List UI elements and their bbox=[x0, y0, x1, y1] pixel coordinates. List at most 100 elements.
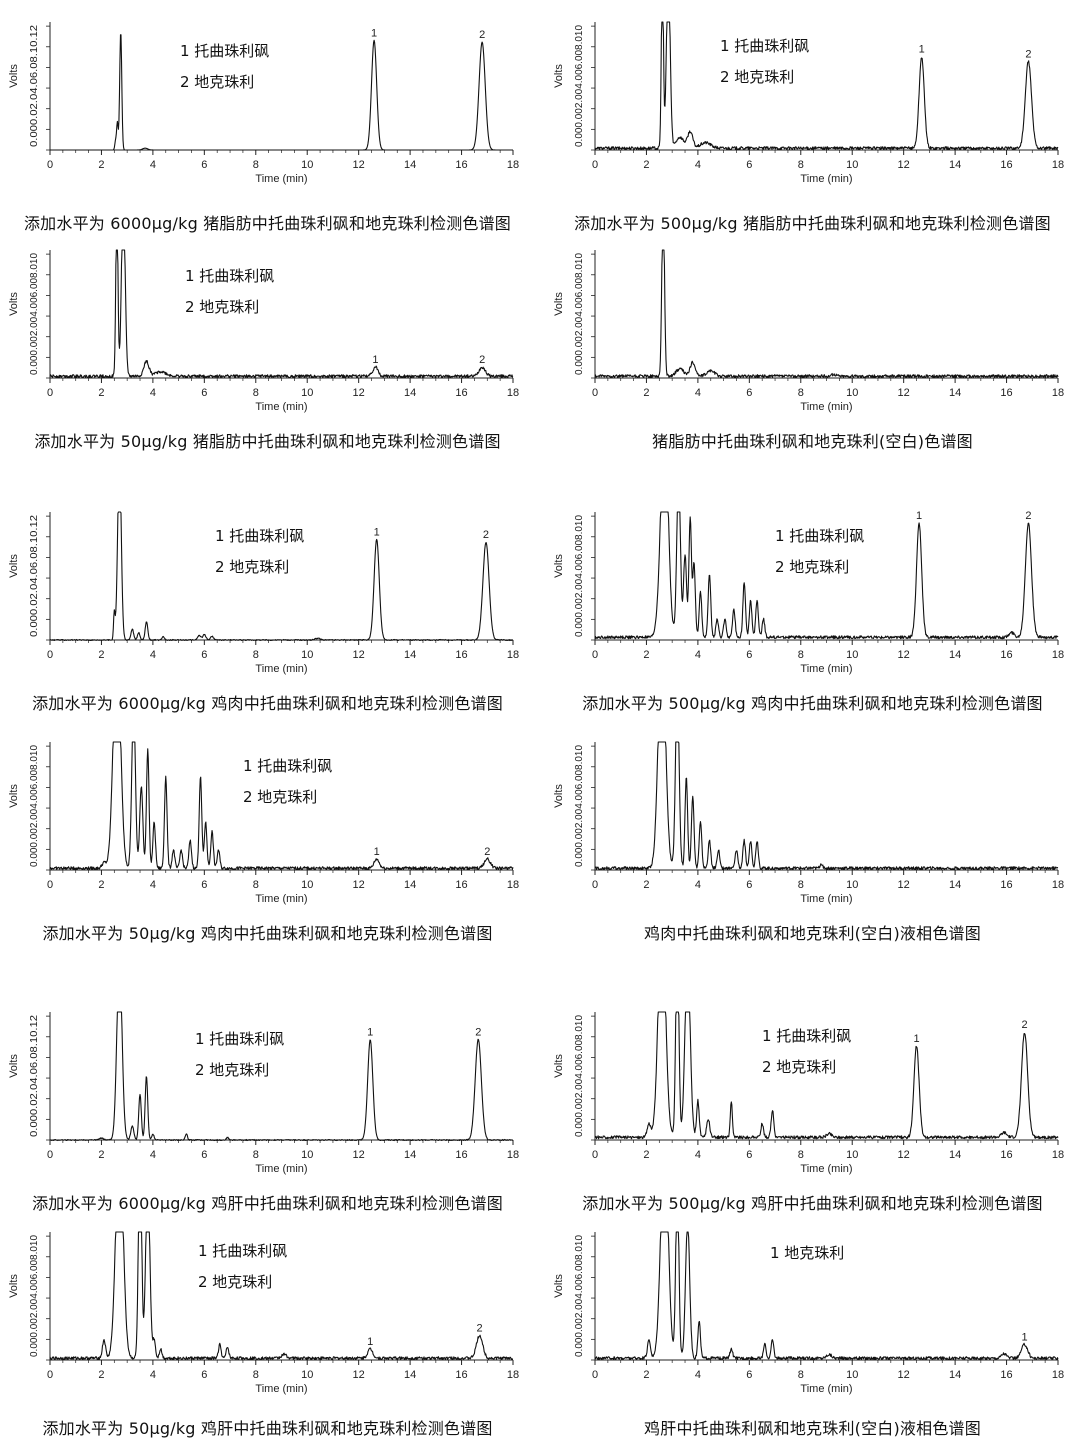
x-tick-label: 10 bbox=[301, 387, 313, 399]
x-tick-label: 12 bbox=[353, 879, 365, 891]
x-tick-label: 14 bbox=[404, 387, 416, 399]
chart-caption: 添加水平为 50μg/kg 猪脂肪中托曲珠利砜和地克珠利检测色谱图 bbox=[34, 432, 501, 451]
y-axis-label: Volts bbox=[8, 1054, 20, 1078]
x-tick-label: 6 bbox=[201, 1149, 207, 1161]
x-tick-label: 10 bbox=[301, 1149, 313, 1161]
y-axis-label: Volts bbox=[553, 1274, 565, 1298]
x-tick-label: 2 bbox=[643, 1149, 649, 1161]
x-axis-label: Time (min) bbox=[255, 893, 307, 905]
x-tick-label: 2 bbox=[98, 879, 104, 891]
chromatogram-panel: 0 2 4 6 8 10 12 14 16 18 Time (min) 0.000.002.004.0… bbox=[545, 1000, 1080, 1228]
legend-entry: 2 地克珠利 bbox=[775, 558, 850, 576]
legend-entry: 1 托曲珠利砜 bbox=[180, 42, 270, 60]
x-tick-label: 14 bbox=[404, 649, 416, 661]
x-tick-label: 8 bbox=[253, 879, 259, 891]
x-tick-label: 14 bbox=[404, 1369, 416, 1381]
x-tick-label: 8 bbox=[798, 1149, 804, 1161]
x-tick-label: 14 bbox=[949, 159, 961, 171]
x-tick-label: 14 bbox=[404, 159, 416, 171]
x-axis-label: Time (min) bbox=[255, 1163, 307, 1175]
chromatogram-trace bbox=[49, 511, 514, 642]
x-tick-label: 16 bbox=[455, 879, 467, 891]
y-tick-labels: 0.000.002.004.006.008.010 bbox=[29, 745, 40, 867]
x-tick-label: 0 bbox=[592, 1149, 598, 1161]
x-tick-label: 14 bbox=[949, 1149, 961, 1161]
x-tick-label: 6 bbox=[746, 1149, 752, 1161]
chromatogram-trace bbox=[49, 34, 514, 151]
chromatogram-trace bbox=[594, 249, 1059, 379]
x-tick-label: 18 bbox=[507, 649, 519, 661]
chart-caption: 鸡肉中托曲珠利砜和地克珠利(空白)液相色谱图 bbox=[644, 924, 981, 943]
x-axis-label: Time (min) bbox=[255, 663, 307, 675]
x-tick-label: 6 bbox=[746, 649, 752, 661]
chromatogram-panel: 0 2 4 6 8 10 12 14 16 18 Time (min) 0.000.002.004.0… bbox=[0, 730, 535, 958]
chromatogram-panel: 0 2 4 6 8 10 12 14 16 18 Time (min) 0.000.02.04.06.… bbox=[0, 500, 535, 728]
x-tick-label: 0 bbox=[592, 1369, 598, 1381]
y-tick-labels: 0.000.002.004.006.008.010 bbox=[574, 745, 585, 867]
legend-entry: 2 地克珠利 bbox=[243, 788, 318, 806]
chromatogram-trace bbox=[49, 1231, 514, 1361]
chart-caption: 鸡肝中托曲珠利砜和地克珠利(空白)液相色谱图 bbox=[644, 1419, 981, 1438]
x-tick-label: 4 bbox=[695, 387, 701, 399]
x-tick-label: 6 bbox=[201, 879, 207, 891]
chromatogram-panel: 0 2 4 6 8 10 12 14 16 18 Time (min) 0.000.02.04.06.… bbox=[0, 10, 535, 238]
legend-entry: 2 地克珠利 bbox=[180, 73, 255, 91]
x-tick-label: 4 bbox=[150, 387, 156, 399]
x-tick-label: 4 bbox=[150, 649, 156, 661]
x-tick-label: 4 bbox=[150, 1369, 156, 1381]
x-tick-label: 16 bbox=[455, 1369, 467, 1381]
x-tick-label: 0 bbox=[592, 649, 598, 661]
x-tick-label: 2 bbox=[643, 159, 649, 171]
x-tick-label: 8 bbox=[253, 387, 259, 399]
x-tick-label: 4 bbox=[695, 649, 701, 661]
x-tick-label: 8 bbox=[253, 1149, 259, 1161]
x-tick-label: 14 bbox=[949, 879, 961, 891]
x-tick-label: 10 bbox=[846, 649, 858, 661]
x-axis-label: Time (min) bbox=[800, 401, 852, 413]
chromatogram-panel: 0 2 4 6 8 10 12 14 16 18 Time (min) 0.000.002.004.0… bbox=[0, 238, 535, 466]
peak-label: 1 bbox=[367, 1336, 373, 1348]
y-axis-label: Volts bbox=[8, 554, 20, 578]
chart-caption: 添加水平为 6000μg/kg 鸡肉中托曲珠利砜和地克珠利检测色谱图 bbox=[32, 694, 503, 713]
chromatogram-trace bbox=[49, 1011, 514, 1142]
x-tick-label: 10 bbox=[846, 159, 858, 171]
legend-entry: 1 地克珠利 bbox=[770, 1244, 845, 1262]
y-tick-labels: 0.000.002.004.006.008.010 bbox=[574, 515, 585, 637]
peak-label: 1 bbox=[919, 44, 925, 56]
legend-entry: 1 托曲珠利砜 bbox=[775, 527, 865, 545]
x-tick-label: 4 bbox=[695, 159, 701, 171]
x-tick-label: 2 bbox=[98, 1369, 104, 1381]
x-tick-label: 18 bbox=[1052, 1369, 1064, 1381]
x-tick-label: 18 bbox=[507, 387, 519, 399]
x-tick-label: 14 bbox=[404, 879, 416, 891]
chromatogram-panel: 0 2 4 6 8 10 12 14 16 18 Time (min) 0.000.002.004.0… bbox=[545, 1220, 1080, 1448]
legend-entry: 2 地克珠利 bbox=[185, 298, 260, 316]
x-tick-label: 4 bbox=[150, 1149, 156, 1161]
x-tick-label: 6 bbox=[201, 649, 207, 661]
x-tick-label: 2 bbox=[643, 649, 649, 661]
x-tick-label: 18 bbox=[1052, 159, 1064, 171]
chromatogram-panel: 0 2 4 6 8 10 12 14 16 18 Time (min) 0.000.002.004.0… bbox=[545, 238, 1080, 466]
chart-caption: 添加水平为 50μg/kg 鸡肝中托曲珠利砜和地克珠利检测色谱图 bbox=[42, 1419, 493, 1438]
chromatogram-panel: 0 2 4 6 8 10 12 14 16 18 Time (min) 0.000.02.04.06.… bbox=[0, 1000, 535, 1228]
x-tick-label: 10 bbox=[846, 879, 858, 891]
peak-label: 1 bbox=[374, 846, 380, 858]
x-tick-label: 8 bbox=[798, 387, 804, 399]
x-tick-label: 14 bbox=[404, 1149, 416, 1161]
x-tick-label: 8 bbox=[798, 1369, 804, 1381]
x-tick-label: 16 bbox=[1000, 1369, 1012, 1381]
x-tick-label: 10 bbox=[301, 649, 313, 661]
x-axis-label: Time (min) bbox=[255, 173, 307, 185]
x-tick-label: 2 bbox=[98, 159, 104, 171]
peak-label: 1 bbox=[374, 526, 380, 538]
peak-label: 1 bbox=[916, 510, 922, 522]
y-axis-label: Volts bbox=[553, 1054, 565, 1078]
x-tick-label: 8 bbox=[253, 649, 259, 661]
